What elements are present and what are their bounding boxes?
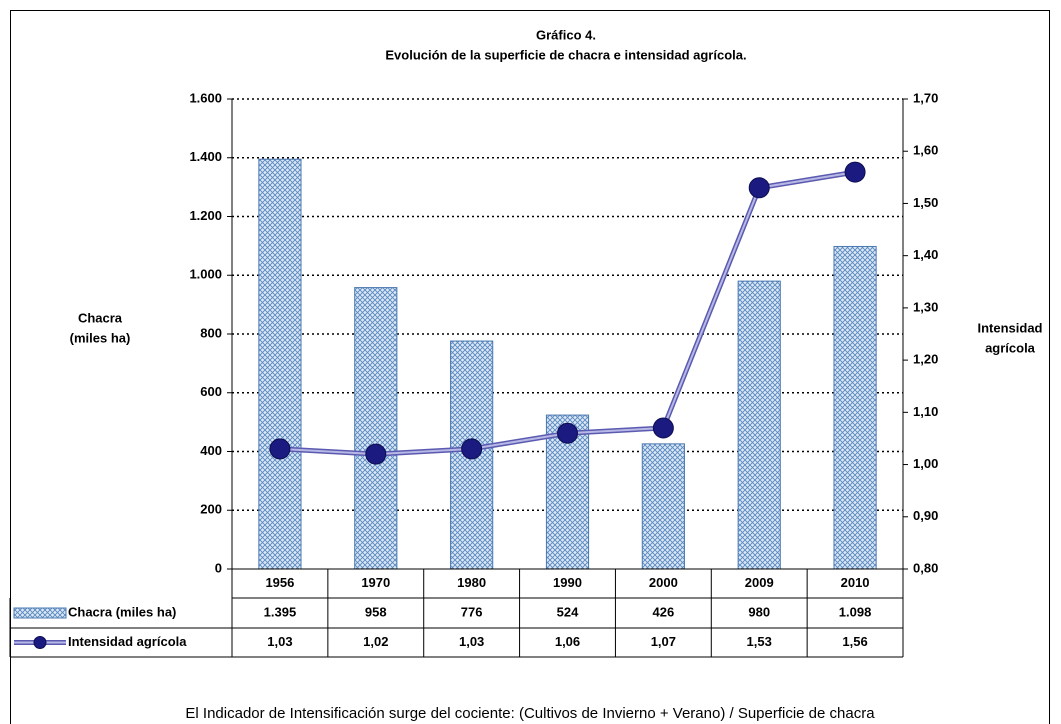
line-marker <box>652 417 674 439</box>
line-marker <box>365 443 387 465</box>
y2-tick-label: 0,80 <box>913 560 938 575</box>
x-tick-label: 1970 <box>361 575 390 590</box>
line-marker <box>461 438 483 460</box>
legend-label: Intensidad agrícola <box>68 634 187 649</box>
legend-label: Chacra (miles ha) <box>68 604 176 619</box>
bar <box>737 280 781 570</box>
footnote: El Indicador de Intensificación surge de… <box>185 705 875 722</box>
line-marker <box>748 177 770 199</box>
y2-tick-label: 1,10 <box>913 404 938 419</box>
table-value: 1,02 <box>363 634 388 649</box>
table-value: 776 <box>461 604 483 619</box>
y2-axis-label: Intensidad <box>977 320 1042 335</box>
y2-tick-label: 0,90 <box>913 508 938 523</box>
table-value: 1,56 <box>842 634 867 649</box>
y2-tick-label: 1,20 <box>913 352 938 367</box>
x-tick-label: 1990 <box>553 575 582 590</box>
y-tick-label: 1.200 <box>189 208 222 223</box>
line-marker <box>844 161 866 183</box>
y-tick-label: 0 <box>215 560 222 575</box>
y2-tick-label: 1,60 <box>913 143 938 158</box>
y-tick-label: 1.000 <box>189 267 222 282</box>
y-axis-label: Chacra <box>78 310 123 325</box>
table-value: 980 <box>748 604 770 619</box>
x-tick-label: 2000 <box>649 575 678 590</box>
y-tick-label: 1.600 <box>189 90 222 105</box>
bar <box>354 287 398 570</box>
table-value: 1,03 <box>459 634 484 649</box>
y2-tick-label: 1,30 <box>913 299 938 314</box>
y2-tick-label: 1,40 <box>913 247 938 262</box>
y2-axis-label: agrícola <box>985 340 1036 355</box>
y-tick-label: 600 <box>200 384 222 399</box>
x-tick-label: 1980 <box>457 575 486 590</box>
table-value: 1.395 <box>264 604 297 619</box>
y-axis-label: (miles ha) <box>70 330 131 345</box>
y2-tick-label: 1,70 <box>913 90 938 105</box>
y-tick-label: 400 <box>200 443 222 458</box>
table-value: 1,07 <box>651 634 676 649</box>
y-tick-label: 200 <box>200 502 222 517</box>
bar <box>258 158 302 570</box>
y2-tick-label: 1,00 <box>913 456 938 471</box>
y-tick-label: 1.400 <box>189 149 222 164</box>
table-value: 524 <box>557 604 579 619</box>
y2-tick-label: 1,50 <box>913 195 938 210</box>
x-tick-label: 2010 <box>841 575 870 590</box>
table-value: 958 <box>365 604 387 619</box>
bar <box>833 245 877 570</box>
table-value: 426 <box>653 604 675 619</box>
table-value: 1,53 <box>747 634 772 649</box>
x-tick-label: 1956 <box>265 575 294 590</box>
chart-title: Evolución de la superficie de chacra e i… <box>385 47 746 62</box>
line-marker <box>269 438 291 460</box>
table-value: 1.098 <box>839 604 872 619</box>
table-value: 1,06 <box>555 634 580 649</box>
legend-swatch <box>33 636 47 649</box>
legend-swatch <box>13 607 67 619</box>
line-marker <box>557 422 578 444</box>
x-tick-label: 2009 <box>745 575 774 590</box>
y-tick-label: 800 <box>200 325 222 340</box>
frame <box>10 10 1050 724</box>
chart-title: Gráfico 4. <box>536 27 596 42</box>
bar <box>641 443 685 570</box>
table-value: 1,03 <box>267 634 292 649</box>
